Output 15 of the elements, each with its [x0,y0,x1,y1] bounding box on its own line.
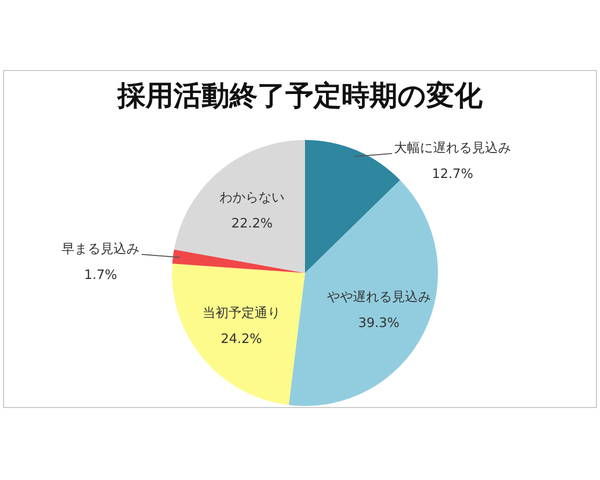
data-label: 22.2% [231,216,273,232]
slice-label: やや遅れる見込み [326,290,431,306]
chart-title: 採用活動終了予定時期の変化 [116,78,484,114]
data-label: 1.7% [84,268,118,283]
data-label: 39.3% [358,316,400,332]
slice-label: わからない [220,190,285,206]
data-label: 12.7% [432,167,474,182]
pie-slice [288,180,438,406]
slice-label: 大幅に遅れる見込み [394,141,512,156]
slice-label: 早まる見込み [62,242,140,257]
pie-slice [172,250,305,273]
pie-slice [172,264,305,406]
pie-slice [174,140,305,273]
slice-label: 当初予定通り [202,306,280,321]
data-label: 24.2% [220,332,262,347]
